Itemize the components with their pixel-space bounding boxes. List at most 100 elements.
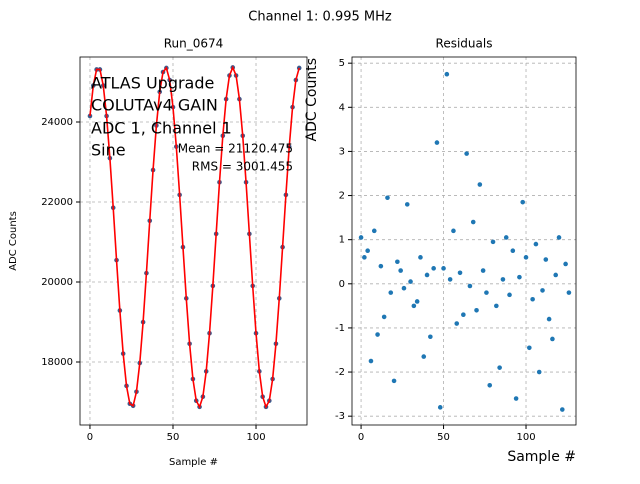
y-tick-label: 3 — [339, 146, 345, 157]
y-axis-label: ADC Counts — [304, 58, 320, 141]
data-point — [371, 228, 377, 234]
annotation: Sine — [91, 141, 126, 160]
data-point — [391, 378, 397, 384]
data-point — [536, 369, 542, 375]
data-point — [470, 219, 476, 225]
x-tick-label: 0 — [87, 432, 93, 443]
data-point — [484, 290, 489, 295]
fit-line — [89, 65, 300, 409]
data-point — [441, 266, 446, 271]
data-point — [378, 263, 384, 269]
data-point — [497, 365, 502, 370]
data-point — [451, 228, 456, 234]
data-point — [550, 336, 555, 342]
x-axis-label: Sample # — [169, 457, 218, 468]
data-point — [381, 314, 387, 320]
data-point — [507, 292, 512, 298]
y-tick-label: 18000 — [41, 357, 73, 368]
data-point — [533, 241, 539, 247]
data-point — [358, 235, 364, 240]
data-point — [428, 334, 433, 340]
data-point — [540, 288, 545, 293]
axes-title: Run_0674 — [164, 37, 224, 51]
data-point — [474, 307, 479, 313]
data-point — [296, 65, 302, 71]
annotation: COLUTAv4 GAIN — [91, 96, 218, 115]
data-point — [457, 270, 463, 276]
data-point — [404, 202, 410, 207]
annotation: ATLAS Upgrade — [91, 74, 214, 93]
data-point — [385, 195, 390, 201]
y-tick-label: -1 — [335, 323, 345, 334]
data-point — [398, 268, 403, 273]
data-point — [395, 259, 400, 265]
y-tick-label: 4 — [339, 102, 345, 113]
data-point — [546, 316, 552, 322]
data-point — [553, 272, 559, 278]
data-point — [365, 248, 370, 254]
y-tick-label: -3 — [335, 411, 345, 422]
data-point — [530, 296, 535, 302]
data-point — [444, 71, 450, 77]
data-point — [527, 345, 532, 351]
figure-title: Channel 1: 0.995 MHz — [248, 10, 392, 25]
data-point — [490, 239, 496, 245]
data-point — [543, 257, 549, 262]
data-point — [461, 312, 466, 317]
y-tick-label: 1 — [339, 235, 345, 246]
axes-frame — [79, 56, 308, 426]
data-point — [411, 303, 417, 309]
annotation: RMS = 3001.455 — [192, 160, 293, 174]
x-tick-label: 50 — [437, 432, 450, 443]
y-tick-label: 22000 — [41, 197, 73, 208]
data-point — [480, 268, 486, 273]
y-axis-label: ADC Counts — [8, 211, 19, 271]
x-tick-label: 100 — [516, 432, 535, 443]
data-point — [513, 396, 519, 401]
y-tick-label: 20000 — [41, 277, 73, 288]
data-point — [520, 199, 526, 205]
axes-title: Residuals — [436, 37, 493, 51]
data-point — [437, 405, 443, 410]
data-point — [375, 332, 380, 337]
annotation: Mean = 21120.475 — [178, 142, 293, 156]
data-point — [500, 277, 506, 282]
y-tick-label: 0 — [339, 279, 345, 290]
y-tick-label: 5 — [339, 58, 345, 69]
data-point — [388, 290, 394, 295]
data-point — [494, 303, 499, 309]
x-axis-label: Sample # — [507, 449, 576, 465]
data-point — [510, 248, 516, 254]
data-point — [421, 354, 427, 359]
data-point — [431, 266, 436, 271]
data-point — [362, 255, 367, 260]
data-point — [487, 382, 493, 388]
y-tick-label: -2 — [335, 367, 345, 378]
data-point — [556, 235, 562, 240]
data-point — [424, 272, 430, 278]
data-point — [517, 274, 522, 280]
data-point — [523, 255, 529, 260]
y-tick-label: 24000 — [41, 117, 73, 128]
data-point — [447, 277, 453, 282]
data-point — [560, 407, 565, 412]
data-point — [408, 279, 413, 284]
data-point — [434, 140, 440, 145]
data-point — [563, 261, 568, 267]
x-tick-label: 50 — [167, 432, 180, 443]
data-point — [368, 358, 374, 364]
x-tick-label: 100 — [246, 432, 265, 443]
data-point — [464, 151, 469, 156]
data-point — [418, 255, 423, 260]
x-tick-label: 0 — [358, 432, 364, 443]
data-point — [414, 299, 420, 304]
data-point — [467, 283, 473, 289]
data-point — [454, 321, 460, 326]
y-tick-label: 2 — [339, 191, 345, 202]
data-point — [477, 182, 483, 187]
data-point — [503, 235, 509, 240]
axes-frame — [351, 56, 577, 426]
annotation: ADC 1, Channel 1 — [91, 119, 232, 138]
